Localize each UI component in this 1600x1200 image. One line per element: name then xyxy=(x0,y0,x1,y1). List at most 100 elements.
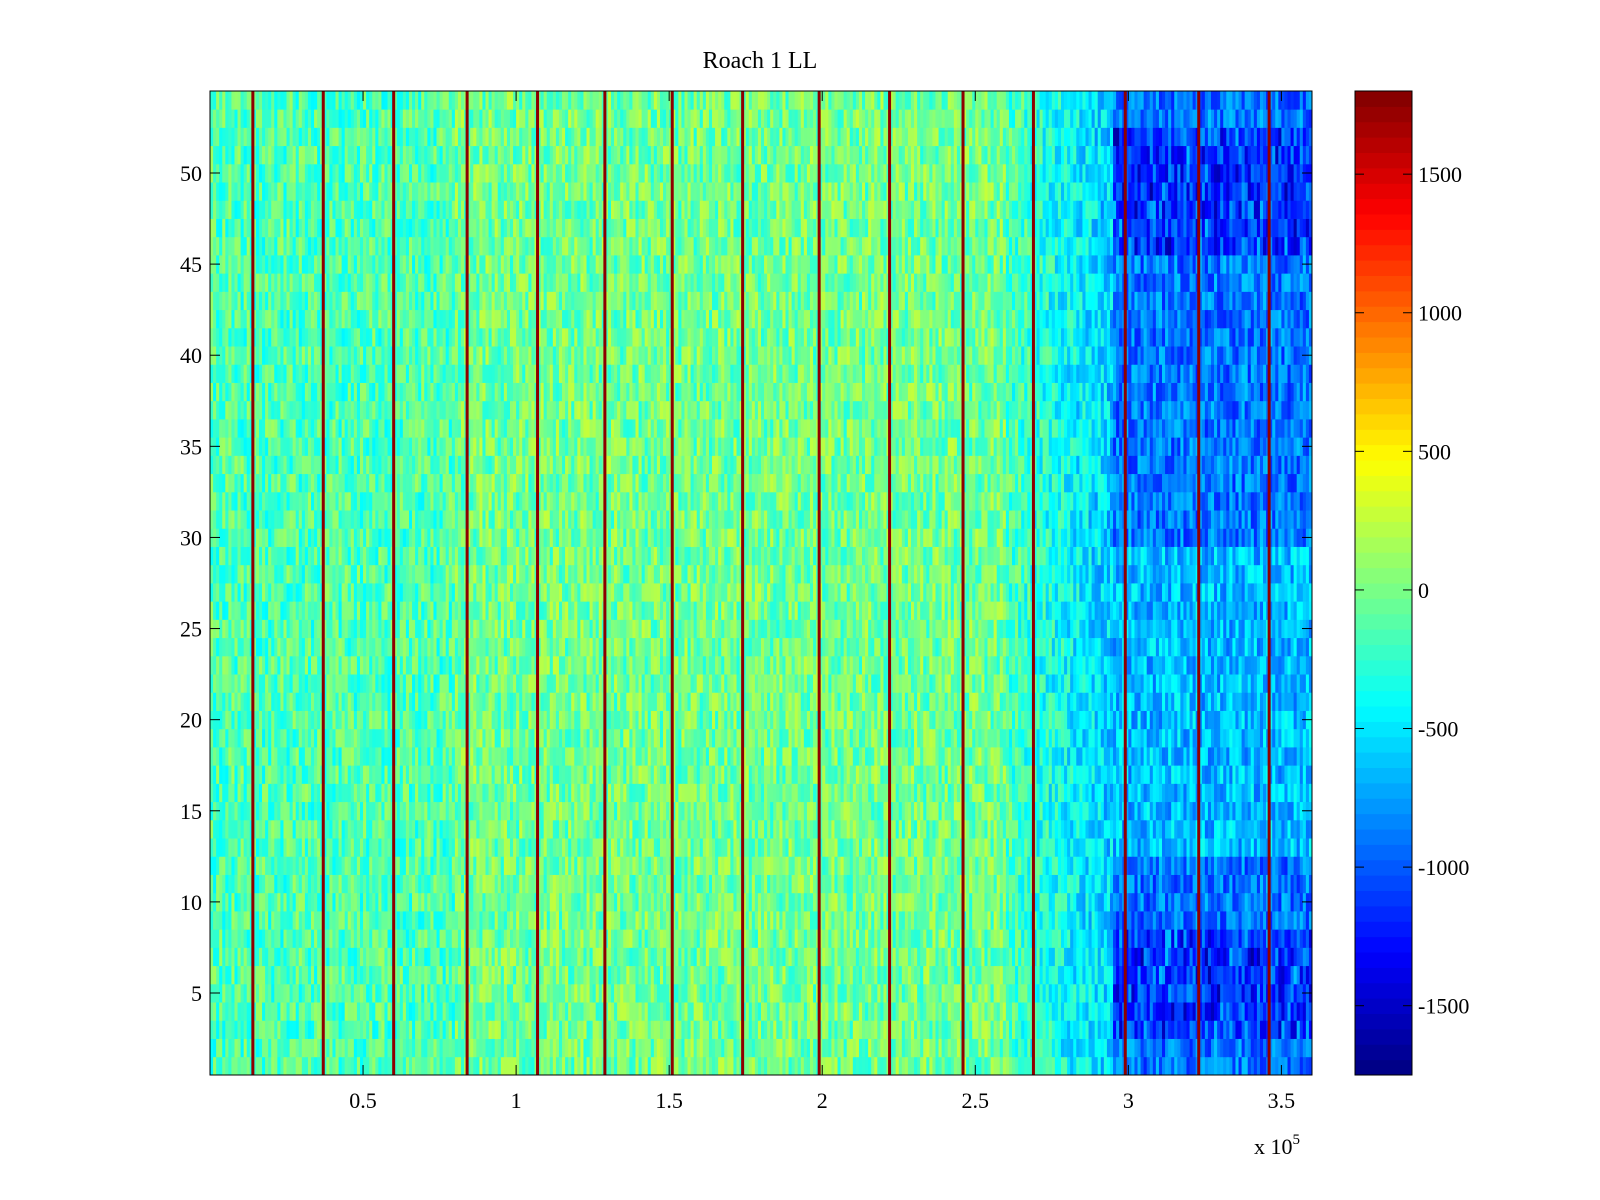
heatmap-cell xyxy=(889,856,894,875)
heatmap-cell xyxy=(666,1038,670,1058)
heatmap-cell xyxy=(558,892,563,912)
heatmap-cell xyxy=(751,929,756,948)
heatmap-cell xyxy=(1177,1056,1181,1076)
heatmap-cell xyxy=(274,874,278,894)
heatmap-cell xyxy=(574,819,578,839)
heatmap-cell xyxy=(981,1002,985,1021)
heatmap-cell xyxy=(1103,856,1108,875)
heatmap-cell xyxy=(1103,1020,1108,1039)
heatmap-cell xyxy=(834,819,838,839)
heatmap-cell xyxy=(1002,983,1007,1003)
heatmap-cell xyxy=(632,911,636,930)
heatmap-cell xyxy=(1198,911,1203,930)
heatmap-cell xyxy=(1263,929,1267,948)
heatmap-cell xyxy=(923,892,927,912)
heatmap-cell xyxy=(910,819,915,839)
heatmap-cell xyxy=(1235,983,1239,1003)
heatmap-cell xyxy=(834,1038,838,1058)
heatmap-cell xyxy=(491,819,496,839)
heatmap-cell xyxy=(708,965,713,985)
heatmap-cell xyxy=(1091,874,1096,894)
heatmap-cell xyxy=(1076,1020,1080,1039)
heatmap-cell xyxy=(898,929,903,948)
heatmap-cell xyxy=(917,911,921,930)
heatmap-cell xyxy=(831,1038,835,1058)
heatmap-cell xyxy=(641,1038,646,1058)
heatmap-cell xyxy=(929,838,933,857)
heatmap-cell xyxy=(552,1038,557,1058)
heatmap-cell xyxy=(436,965,440,985)
heatmap-cell xyxy=(1299,983,1304,1003)
heatmap-cell xyxy=(491,965,496,985)
heatmap-cell xyxy=(1060,983,1065,1003)
heatmap-cell xyxy=(418,874,422,894)
heatmap-cell xyxy=(718,911,722,930)
heatmap-cell xyxy=(265,965,269,985)
heatmap-cell xyxy=(513,856,517,875)
heatmap-cell xyxy=(999,947,1004,967)
heatmap-cell xyxy=(1177,856,1181,875)
heatmap-cell xyxy=(1207,1020,1212,1039)
heatmap-cell xyxy=(246,1056,251,1076)
heatmap-cell xyxy=(525,1056,529,1076)
heatmap-cell xyxy=(1287,874,1291,894)
heatmap-cell xyxy=(430,965,434,985)
heatmap-cell xyxy=(353,1002,358,1021)
heatmap-cell xyxy=(1060,929,1065,948)
heatmap-cell xyxy=(846,929,851,948)
heatmap-cell xyxy=(770,874,774,894)
heatmap-cell xyxy=(372,819,376,839)
heatmap-cell xyxy=(687,929,691,948)
heatmap-cell xyxy=(715,856,719,875)
heatmap-cell xyxy=(623,838,627,857)
heatmap-cell xyxy=(387,965,391,985)
heatmap-cell xyxy=(304,947,309,967)
heatmap-cell xyxy=(1229,1020,1233,1039)
heatmap-cell xyxy=(461,1020,465,1039)
heatmap-cell xyxy=(430,1038,434,1058)
heatmap-cell xyxy=(1305,1002,1310,1021)
heatmap-cell xyxy=(727,838,731,857)
heatmap-cell xyxy=(1223,911,1227,930)
heatmap-cell xyxy=(889,965,894,985)
heatmap-cell xyxy=(240,983,245,1003)
heatmap-cell xyxy=(981,856,985,875)
heatmap-cell xyxy=(871,965,875,985)
heatmap-cell xyxy=(868,874,872,894)
heatmap-cell xyxy=(467,983,471,1003)
heatmap-cell xyxy=(877,947,881,967)
heatmap-cell xyxy=(699,1038,704,1058)
heatmap-cell xyxy=(412,965,416,985)
heatmap-cell xyxy=(1113,983,1117,1003)
heatmap-cell xyxy=(690,911,695,930)
heatmap-cell xyxy=(733,874,737,894)
heatmap-cell xyxy=(632,983,636,1003)
heatmap-cell xyxy=(412,947,416,967)
heatmap-cell xyxy=(277,1020,281,1039)
heatmap-cell xyxy=(571,983,575,1003)
heatmap-cell xyxy=(880,1038,884,1058)
heatmap-cell xyxy=(1088,892,1092,912)
heatmap-cell xyxy=(1293,838,1298,857)
heatmap-cell xyxy=(803,838,808,857)
heatmap-cell xyxy=(583,819,587,839)
heatmap-cell xyxy=(262,819,266,839)
heatmap-cell xyxy=(1162,1056,1166,1076)
heatmap-cell xyxy=(956,929,961,948)
heatmap-cell xyxy=(1064,1002,1068,1021)
heatmap-cell xyxy=(754,838,759,857)
heatmap-cell xyxy=(1293,874,1298,894)
heatmap-cell xyxy=(990,947,995,967)
heatmap-cell xyxy=(240,911,245,930)
heatmap-cell xyxy=(910,965,915,985)
heatmap-cell xyxy=(552,892,557,912)
heatmap-cell xyxy=(1060,874,1065,894)
heatmap-cell xyxy=(427,838,431,857)
heatmap-cell xyxy=(1146,965,1151,985)
heatmap-cell xyxy=(727,892,731,912)
heatmap-cell xyxy=(467,965,471,985)
heatmap-cell xyxy=(920,856,924,875)
heatmap-cell xyxy=(871,838,875,857)
heatmap-cell xyxy=(344,1056,349,1076)
heatmap-cell xyxy=(929,1038,933,1058)
